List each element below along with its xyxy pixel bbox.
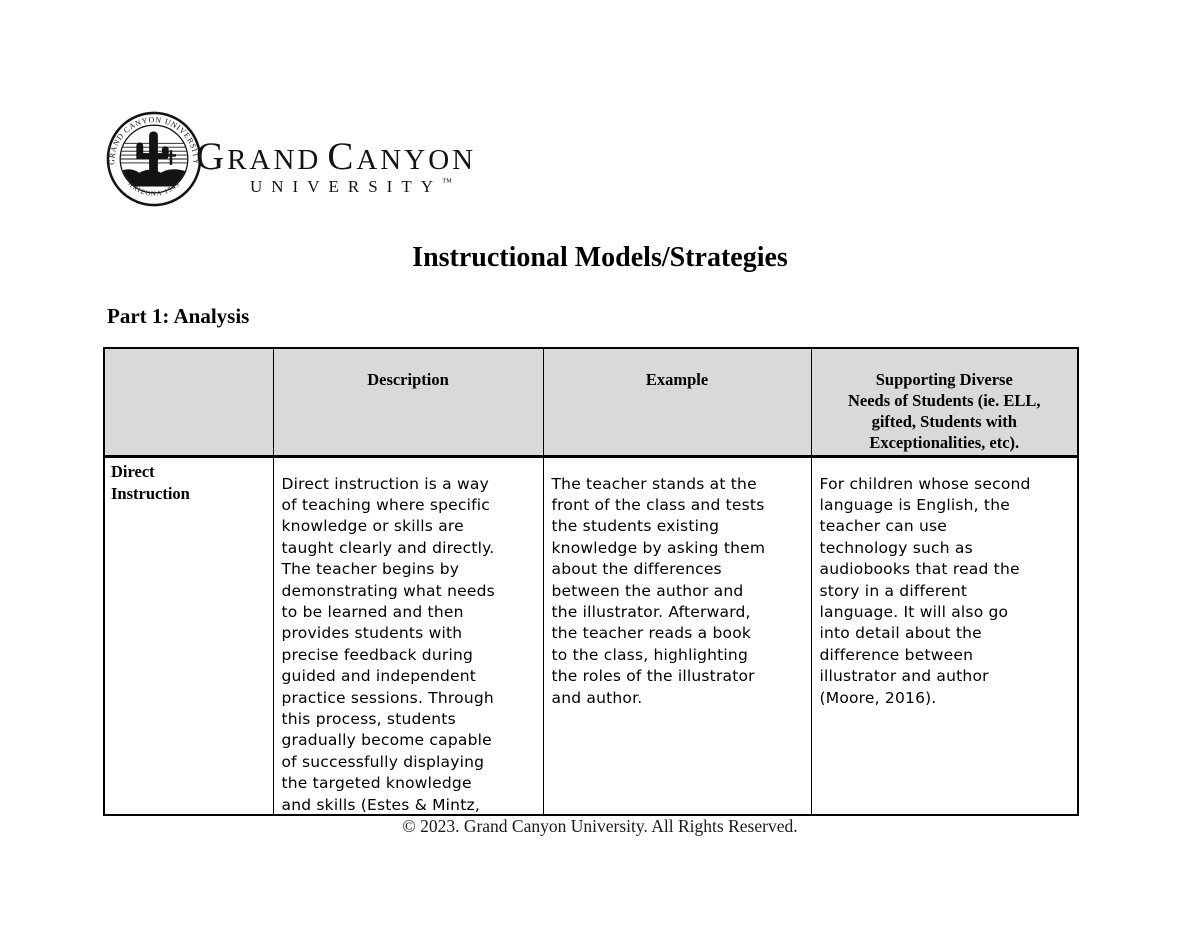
gcu-seal-icon: GRAND CANYON UNIVERSITY ARIZONA 1949	[106, 111, 202, 207]
wordmark-word-grand: Grand	[196, 135, 322, 178]
wordmark-word-university: UNIVERSITY	[250, 177, 442, 196]
seal-outer-ring	[106, 111, 202, 207]
table-row: Direct Instruction Direct instruction is…	[103, 455, 1079, 815]
header-cell-supporting-needs: Supporting Diverse Needs of Students (ie…	[810, 347, 1079, 458]
page-title: Instructional Models/Strategies	[412, 242, 788, 273]
wordmark-word-canyon: Canyon	[327, 135, 477, 178]
description-cell: Direct instruction is a way of teaching …	[272, 455, 544, 815]
supporting-needs-text: For children whose second language is En…	[819, 474, 1031, 707]
section-heading: Part 1: Analysis	[107, 304, 250, 328]
example-text: The teacher stands at the front of the c…	[551, 474, 766, 707]
header-cell-example: Example	[542, 347, 812, 458]
cactus-scene-icon	[120, 131, 188, 187]
header-cell-empty	[103, 347, 274, 458]
description-text: Direct instruction is a way of teaching …	[281, 474, 495, 814]
header-row: Description Example Supporting Diverse N…	[103, 347, 1079, 458]
copyright-footer: © 2023. Grand Canyon University. All Rig…	[402, 816, 798, 836]
example-cell: The teacher stands at the front of the c…	[542, 455, 812, 815]
gcu-wordmark-university: UNIVERSITY™	[250, 177, 452, 197]
row-label: Direct Instruction	[111, 461, 190, 503]
trademark-symbol: ™	[442, 177, 452, 188]
gcu-wordmark: Grand Canyon	[196, 135, 477, 178]
analysis-table: Description Example Supporting Diverse N…	[103, 347, 1079, 816]
seal-inner-ring	[119, 124, 189, 194]
row-label-cell: Direct Instruction	[103, 455, 274, 815]
supporting-needs-cell: For children whose second language is En…	[810, 455, 1079, 815]
header-cell-description: Description	[272, 347, 544, 458]
